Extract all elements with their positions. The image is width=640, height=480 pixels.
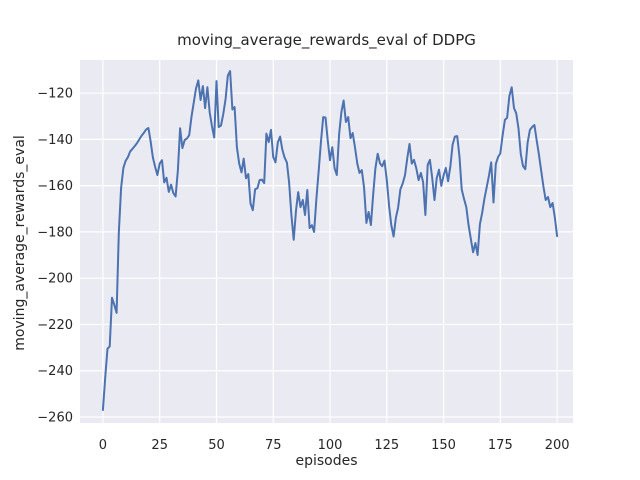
x-tick-label: 200	[545, 438, 570, 453]
y-tick-label: −240	[37, 364, 73, 379]
plot-area	[80, 60, 573, 423]
x-tick-label: 25	[151, 438, 168, 453]
y-tick-label: −220	[37, 318, 73, 333]
y-tick-label: −200	[37, 272, 73, 287]
y-axis-label: moving_average_rewards_eval	[12, 135, 28, 351]
x-tick-label: 50	[208, 438, 225, 453]
y-tick-label: −260	[37, 410, 73, 425]
reward-line	[101, 70, 559, 411]
y-tick-label: −180	[37, 225, 73, 240]
x-tick-label: 125	[374, 438, 399, 453]
x-tick-label: 75	[265, 438, 282, 453]
y-tick-label: −160	[37, 179, 73, 194]
y-tick-label: −120	[37, 87, 73, 102]
x-tick-label: 0	[99, 438, 107, 453]
x-tick-label: 175	[488, 438, 513, 453]
x-axis-label: episodes	[295, 453, 358, 469]
x-tick-label: 150	[431, 438, 456, 453]
y-tick-label: −140	[37, 133, 73, 148]
chart-title: moving_average_rewards_eval of DDPG	[177, 31, 476, 49]
x-tick-label: 100	[318, 438, 343, 453]
